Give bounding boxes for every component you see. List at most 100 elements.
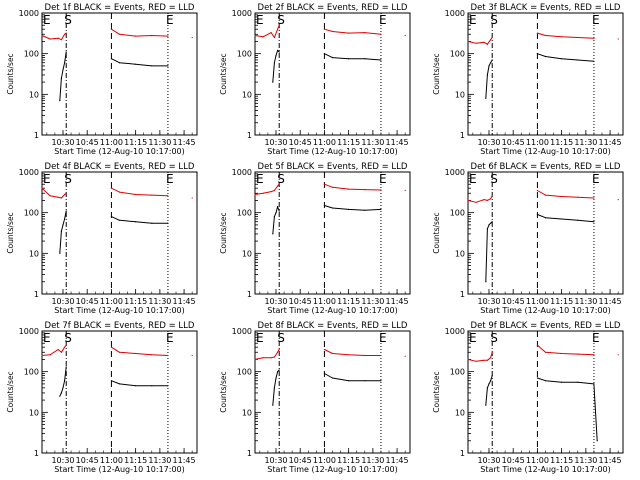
- series-lld-point: [118, 351, 121, 353]
- series-lld-point: [486, 43, 488, 45]
- series-lld-point: [41, 34, 43, 37]
- series-events-point: [331, 207, 334, 209]
- marker-label: E: [469, 13, 477, 27]
- series-events-point: [275, 54, 277, 57]
- series-events-line: [324, 373, 381, 382]
- series-events-point: [486, 74, 488, 76]
- y-tick-label: 100: [450, 50, 465, 59]
- marker-label: S: [277, 172, 285, 186]
- series-lld-point: [278, 24, 280, 26]
- series-lld-point: [404, 34, 406, 37]
- series-lld-point: [561, 352, 563, 355]
- series-events-point: [544, 55, 547, 58]
- marker-label: S: [277, 13, 285, 27]
- y-tick-label: 1000: [232, 168, 252, 177]
- marker-label: E: [166, 13, 174, 27]
- series-events-line: [59, 51, 67, 101]
- series-lld-point: [380, 33, 382, 35]
- panel-title: Det 6f BLACK = Events, RED = LLD: [471, 162, 621, 172]
- x-axis-label: Start Time (12-Aug-10 10:17:00): [54, 306, 185, 315]
- y-axis-label: Counts/sec: [432, 212, 441, 253]
- x-tick-label: 11:15: [124, 138, 147, 147]
- marker-label: E: [592, 172, 600, 186]
- series-events-point: [275, 212, 277, 214]
- series-events-point: [544, 380, 547, 382]
- y-axis-label: Counts/sec: [219, 371, 228, 412]
- series-lld-point: [617, 354, 619, 356]
- series-events-point: [278, 369, 280, 371]
- marker-label: E: [379, 13, 387, 27]
- x-tick-label: 10:45: [502, 297, 525, 306]
- series-lld-point: [491, 195, 493, 197]
- series-lld-point: [536, 344, 539, 346]
- series-lld-point: [262, 357, 264, 359]
- x-axis-label: Start Time (12-Aug-10 10:17:00): [267, 306, 398, 315]
- x-axis-label: Start Time (12-Aug-10 10:17:00): [54, 147, 185, 156]
- series-lld-point: [151, 194, 153, 196]
- series-events-point: [278, 51, 280, 53]
- series-lld-point: [151, 354, 153, 356]
- series-lld-point: [577, 196, 579, 198]
- x-tick-label: 11:30: [361, 138, 384, 147]
- series-events-line: [324, 53, 381, 61]
- y-tick-label: 10: [242, 90, 252, 99]
- marker-label: E: [43, 13, 51, 27]
- series-lld-point: [254, 358, 256, 360]
- series-lld-point: [483, 199, 485, 201]
- series-lld-line: [537, 344, 594, 356]
- series-events-point: [64, 380, 66, 382]
- series-lld-point: [593, 354, 595, 356]
- series-events-point: [323, 53, 325, 55]
- series-lld-point: [49, 195, 51, 197]
- plot-frame: [467, 12, 624, 136]
- series-events-point: [272, 233, 274, 235]
- panel-title: Det 4f BLACK = Events, RED = LLD: [45, 162, 195, 172]
- x-tick-label: 11:00: [526, 297, 549, 306]
- series-lld-line: [467, 195, 493, 203]
- series-lld-point: [191, 354, 193, 357]
- series-lld-line: [537, 190, 594, 199]
- series-events-point: [59, 100, 61, 102]
- series-events-point: [167, 222, 169, 224]
- series-lld-point: [65, 32, 67, 34]
- x-tick-label: 10:30: [477, 138, 500, 147]
- x-tick-label: 10:45: [502, 456, 525, 465]
- series-events-point: [488, 224, 490, 226]
- y-tick-label: 1: [34, 131, 39, 140]
- series-events-line: [59, 210, 67, 254]
- x-tick-label: 10:30: [477, 297, 500, 306]
- x-tick-label: 10:45: [289, 138, 312, 147]
- marker-label: E: [469, 331, 477, 345]
- marker-label: S: [277, 331, 285, 345]
- x-tick-label: 11:15: [337, 456, 360, 465]
- series-events-point: [151, 65, 153, 67]
- series-events-point: [486, 228, 488, 230]
- detector-panel-8: Det 8f BLACK = Events, RED = LLD 1 10 100 10…: [219, 321, 411, 474]
- series-lld-line: [324, 349, 381, 356]
- x-axis-label: Start Time (12-Aug-10 10:17:00): [480, 306, 611, 315]
- series-lld-point: [486, 359, 488, 361]
- x-tick-label: 11:00: [313, 297, 336, 306]
- series-events-point: [490, 380, 492, 382]
- y-tick-label: 10: [29, 90, 39, 99]
- plot-frame: [41, 171, 198, 295]
- y-tick-label: 1: [34, 290, 39, 299]
- series-lld-point: [64, 193, 66, 196]
- series-events-point: [273, 387, 275, 389]
- series-events-point: [577, 59, 579, 61]
- series-events-point: [488, 383, 490, 385]
- y-tick-label: 10: [29, 408, 39, 417]
- series-lld-point: [110, 28, 112, 30]
- x-tick-label: 11:45: [173, 297, 196, 306]
- x-tick-label: 10:30: [264, 138, 287, 147]
- series-lld-point: [404, 189, 406, 192]
- series-lld-point: [57, 348, 59, 351]
- series-lld-point: [475, 42, 477, 44]
- x-axis-label: Start Time (12-Aug-10 10:17:00): [54, 465, 185, 474]
- series-lld-point: [41, 187, 43, 189]
- series-lld-point: [364, 189, 366, 191]
- y-tick-label: 1000: [232, 327, 252, 336]
- series-events-point: [380, 380, 382, 382]
- marker-label: E: [379, 172, 387, 186]
- series-events-point: [151, 222, 153, 224]
